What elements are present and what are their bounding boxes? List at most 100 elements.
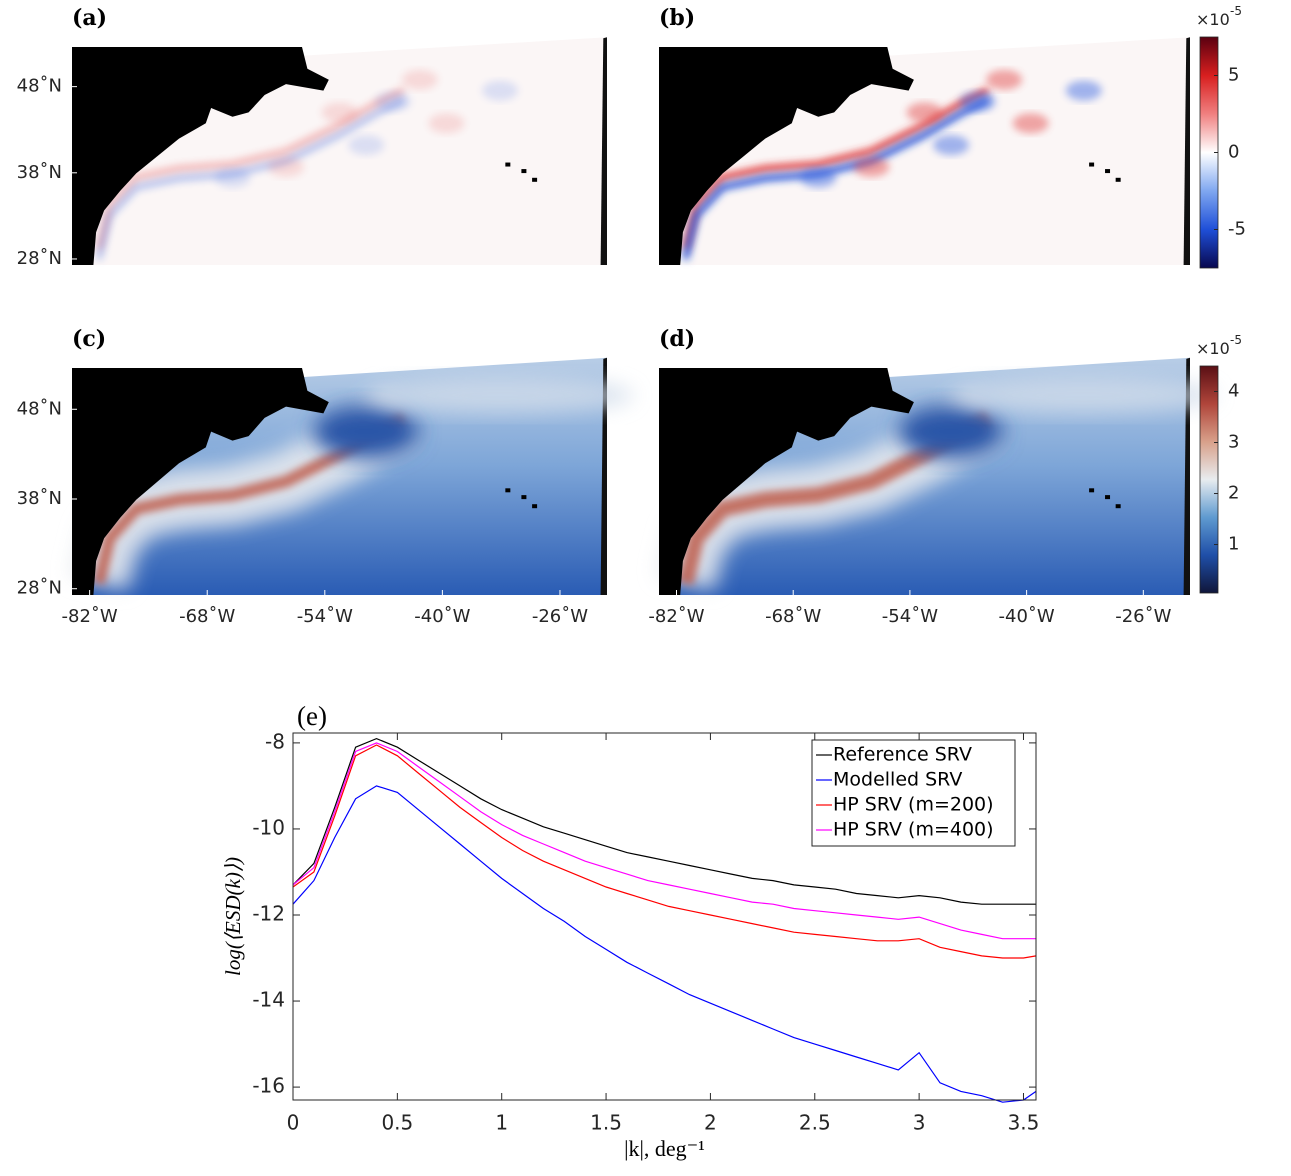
y-tick-label: 48˚N: [17, 398, 62, 419]
colorbar-tick-label: 4: [1228, 381, 1239, 402]
inner-shelf: [312, 404, 420, 459]
inner-shelf: [897, 404, 1005, 459]
map-edge: [600, 357, 607, 595]
island: [505, 488, 511, 493]
series-line: [292, 737, 1036, 905]
x-tick-label: 0: [287, 1111, 300, 1135]
eddy: [906, 102, 943, 123]
x-tick-label: 1.5: [590, 1111, 622, 1135]
colorbar-tick-label: 1: [1228, 534, 1239, 555]
y-tick-label: 38˚N: [17, 162, 62, 183]
panel-label: (a): [72, 5, 107, 31]
y-tick-label: 48˚N: [17, 76, 62, 97]
eddy: [986, 69, 1023, 90]
field-features: [682, 69, 1102, 260]
y-tick-label: 28˚N: [17, 248, 62, 269]
colorbar-multiplier: ×10: [1196, 339, 1230, 358]
map-panel: [69, 357, 634, 595]
legend-label: Reference SRV: [833, 744, 972, 766]
island: [532, 504, 538, 509]
map-edge: [600, 37, 607, 266]
x-tick-label: -26˚W: [532, 606, 588, 627]
map-edge: [1183, 37, 1190, 266]
colorbar-tick-label: 5: [1228, 65, 1239, 86]
colorbar-tick-label: -5: [1228, 219, 1246, 240]
x-tick-label: 3.5: [1008, 1111, 1040, 1135]
x-tick-label: -82˚W: [648, 606, 704, 627]
colorbar-tick-label: 3: [1228, 432, 1239, 453]
x-tick-label: 2: [704, 1111, 717, 1135]
x-tick-label: 1: [495, 1111, 508, 1135]
x-axis-label: |k|, deg⁻¹: [624, 1136, 705, 1161]
colorbar-multiplier: ×10: [1196, 10, 1230, 29]
colorbar-exponent: -5: [1230, 4, 1242, 18]
x-tick-label: -54˚W: [882, 606, 938, 627]
eddy: [959, 91, 996, 112]
island: [1089, 162, 1095, 167]
legend-label: HP SRV (m=200): [833, 794, 994, 816]
y-tick-label: -10: [252, 815, 285, 839]
eddy: [375, 91, 411, 112]
land: [659, 368, 914, 595]
colorbar-tick-label: 0: [1228, 142, 1239, 163]
map-panel: [656, 357, 1217, 595]
legend-label: Modelled SRV: [833, 769, 962, 791]
island: [505, 162, 511, 167]
land: [72, 47, 329, 265]
north-band: [951, 377, 1217, 414]
colorbar-exponent: -5: [1230, 333, 1242, 347]
eddy: [348, 135, 385, 156]
land: [659, 47, 914, 265]
colorbar-tick-label: 2: [1228, 483, 1239, 504]
gulf-stream-pos: [95, 87, 406, 250]
axes-box: [292, 732, 1037, 1101]
x-tick-label: -68˚W: [765, 606, 821, 627]
eddy: [401, 69, 438, 90]
x-tick-label: 0.5: [381, 1111, 413, 1135]
north-band: [366, 377, 634, 414]
eddy: [482, 80, 518, 101]
island: [521, 495, 527, 500]
panel-label: (b): [659, 5, 695, 31]
map-panel: [72, 37, 607, 266]
eddy: [428, 113, 465, 134]
x-tick-label: -26˚W: [1115, 606, 1171, 627]
chart-title: (e): [297, 701, 327, 731]
eddy: [853, 156, 890, 177]
map-panel: [659, 37, 1190, 266]
island: [1115, 177, 1121, 182]
series-line: [292, 744, 1037, 959]
y-tick-label: 38˚N: [17, 488, 62, 509]
island: [1115, 504, 1121, 509]
island: [1105, 495, 1111, 500]
gulf-stream-pos: [682, 87, 990, 250]
y-tick-label: -12: [252, 901, 285, 925]
eddy: [1012, 113, 1049, 134]
eddy: [214, 167, 251, 188]
y-tick-label: -16: [252, 1074, 285, 1098]
x-tick-label: -40˚W: [414, 606, 470, 627]
field-features: [656, 377, 1217, 591]
eddy: [268, 156, 304, 177]
x-tick-label: 2.5: [799, 1111, 831, 1135]
x-tick-label: -68˚W: [179, 606, 235, 627]
legend-label: HP SRV (m=400): [833, 819, 994, 841]
y-tick-label: -8: [265, 729, 285, 753]
x-tick-label: -40˚W: [999, 606, 1055, 627]
colorbar: [1199, 365, 1219, 594]
island: [532, 177, 538, 182]
legend-box: [811, 739, 1016, 847]
map-edge: [1183, 357, 1190, 595]
y-axis-label: log(⟨ESD(k)⟩): [221, 857, 245, 976]
eddy: [1065, 80, 1102, 101]
field-features: [95, 69, 518, 260]
panel-label: (c): [72, 326, 106, 352]
series-line: [292, 785, 1037, 1103]
y-tick-label: 28˚N: [17, 578, 62, 599]
y-tick-label: -14: [252, 988, 285, 1012]
series-line: [292, 742, 1036, 940]
island: [1105, 169, 1111, 174]
island: [521, 169, 527, 174]
eddy: [321, 102, 358, 123]
